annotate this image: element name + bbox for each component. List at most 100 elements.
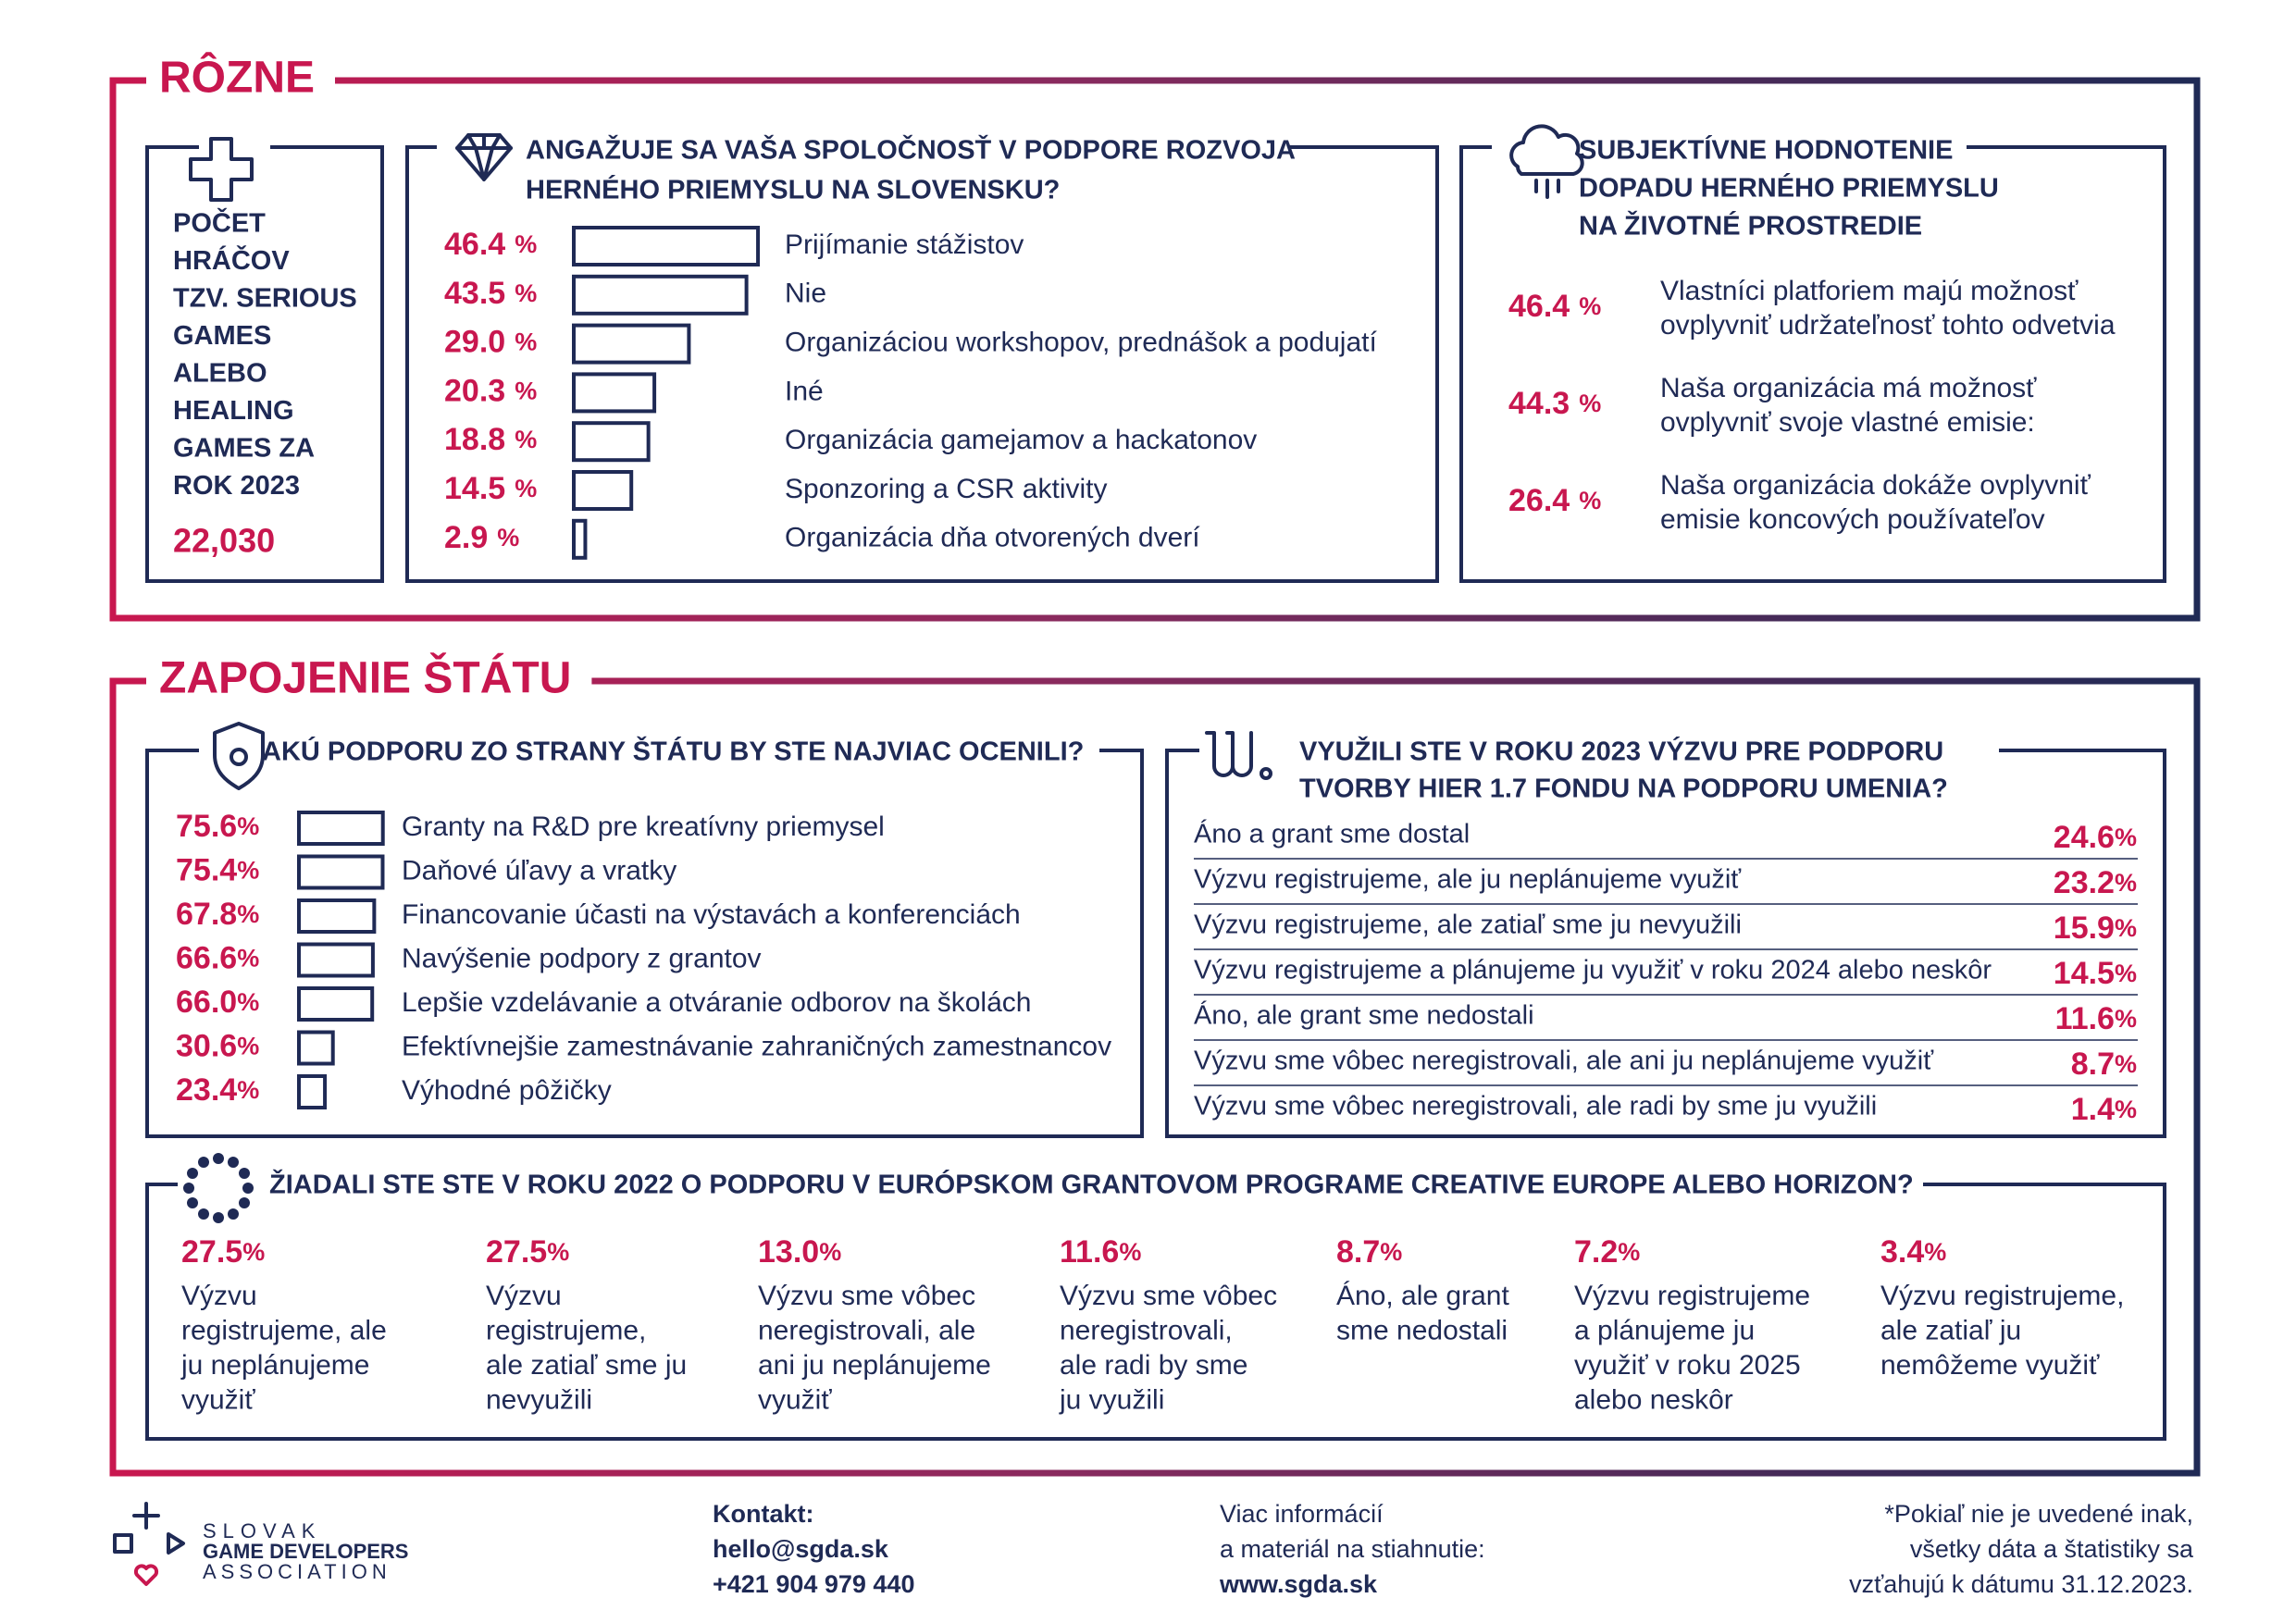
footnote: *Pokiaľ nie je uvedené inak, [1884, 1500, 2193, 1528]
industry-label: Organizácia gamejamov a hackatonov [785, 425, 1257, 455]
preferred-label: Granty na R&D pre kreatívny priemysel [402, 812, 885, 842]
europe-value-unit: % [242, 1238, 265, 1266]
preferred-value-value: 67.8 [176, 897, 237, 932]
europe-value-unit: % [1380, 1238, 1402, 1266]
industry-value: 2.9% [444, 520, 519, 555]
environment-value: 46.4% [1508, 289, 1601, 324]
industry-bar [572, 323, 691, 365]
preferred-value: 66.0% [176, 985, 259, 1020]
footnote: všetky dáta a štatistiky sa [1910, 1535, 2194, 1563]
europe-title: ŽIADALI STE STE V ROKU 2022 O PODPORU V … [269, 1169, 1914, 1200]
preferred-label: Navýšenie podpory z grantov [402, 943, 762, 973]
preferred-value-value: 75.4 [176, 852, 237, 887]
environment-value-value: 44.3 [1508, 386, 1570, 421]
europe-label: využiť v roku 2025 [1574, 1350, 1801, 1381]
preferred-value-unit: % [237, 857, 259, 885]
europe-value-value: 27.5 [486, 1234, 547, 1270]
europe-value-unit: % [547, 1238, 569, 1266]
industry-title: HERNÉHO PRIEMYSLU NA SLOVENSKU? [526, 174, 1060, 205]
contact-email: hello@sgda.sk [713, 1535, 889, 1563]
industry-label: Sponzoring a CSR aktivity [785, 474, 1108, 504]
europe-label: nevyužili [486, 1384, 592, 1415]
industry-value-value: 20.3 [444, 373, 505, 408]
preferred-value-unit: % [237, 945, 259, 973]
players-label: HRÁČOV [173, 244, 290, 276]
europe-label: Výzvu registrujeme [1574, 1281, 1810, 1311]
europe-value-unit: % [1618, 1238, 1640, 1266]
industry-value-value: 43.5 [444, 276, 505, 311]
industry-value-value: 14.5 [444, 471, 505, 506]
industry-box-title-gap [437, 142, 1288, 153]
fund-label: Výzvu sme vôbec neregistrovali, ale radi… [1194, 1092, 1877, 1121]
players-box-title-gap [199, 142, 270, 153]
preferred-bar [297, 898, 377, 934]
industry-label: Organizáciou workshopov, prednášok a pod… [785, 328, 1377, 358]
europe-value-value: 3.4 [1880, 1234, 1924, 1270]
preferred-bar [297, 986, 375, 1022]
fund-value-value: 1.4 [2071, 1092, 2115, 1127]
preferred-value: 75.6% [176, 809, 259, 844]
icons [113, 124, 1584, 1586]
environment-value: 26.4% [1508, 483, 1601, 518]
europe-label: Výzvu registrujeme, [1880, 1281, 2124, 1311]
europe-label: neregistrovali, ale [758, 1315, 975, 1345]
industry-value-value: 29.0 [444, 325, 505, 360]
europe-value-value: 11.6 [1060, 1234, 1119, 1270]
environment-title: DOPADU HERNÉHO PRIEMYSLU [1579, 172, 1999, 204]
industry-value-unit: % [497, 524, 519, 551]
players-label: TZV. SERIOUS [173, 284, 357, 314]
industry-value: 18.8% [444, 422, 537, 457]
environment-value-value: 46.4 [1508, 289, 1570, 324]
europe-label: registrujeme, ale [181, 1315, 387, 1345]
industry-bar [572, 518, 588, 560]
environment-label: emisie koncových používateľov [1660, 504, 2045, 535]
industry-value-unit: % [515, 475, 537, 502]
europe-value-unit: % [1119, 1238, 1141, 1266]
environment-label: Naša organizácia má možnosť [1660, 373, 2037, 403]
contact-label: Kontakt: [713, 1500, 814, 1528]
industry-value-value: 18.8 [444, 422, 505, 457]
misc-frame [109, 77, 2201, 622]
europe-label: využiť [181, 1384, 255, 1415]
section-title: RÔZNE [159, 52, 315, 103]
industry-bar [572, 421, 651, 463]
europe-label: ale radi by sme [1060, 1350, 1247, 1381]
fund-label: Výzvu registrujeme, ale ju neplánujeme v… [1194, 865, 1742, 895]
fund-value: 8.7% [2071, 1047, 2137, 1082]
fund-value-unit: % [2115, 1050, 2137, 1078]
industry-bar [572, 470, 634, 511]
fund-value: 14.5% [2054, 956, 2137, 991]
europe-value-value: 8.7 [1336, 1234, 1380, 1270]
environment-title: NA ŽIVOTNÉ PROSTREDIE [1579, 210, 1922, 242]
section-title: ZAPOJENIE ŠTÁTU [159, 652, 571, 703]
fund-label: Výzvu sme vôbec neregistrovali, ale ani … [1194, 1047, 1934, 1076]
fund-value: 1.4% [2071, 1092, 2137, 1127]
preferred-bar [297, 811, 385, 846]
industry-bar [572, 372, 657, 414]
preferred-value: 30.6% [176, 1028, 259, 1063]
industry-value-unit: % [515, 230, 537, 258]
players-label: HEALING [173, 396, 294, 426]
europe-label: ale zatiaľ sme ju [486, 1350, 687, 1381]
europe-value-value: 13.0 [758, 1234, 819, 1270]
fund-label: Výzvu registrujeme, ale zatiaľ sme ju ne… [1194, 911, 1742, 940]
environment-value-unit: % [1579, 390, 1601, 417]
industry-value-value: 46.4 [444, 227, 505, 262]
europe-value: 11.6% [1060, 1234, 1141, 1270]
fund-value: 11.6% [2055, 1001, 2137, 1036]
preferred-value: 23.4% [176, 1072, 259, 1108]
state-frame [109, 677, 2201, 1477]
fund-value-value: 15.9 [2054, 911, 2115, 946]
preferred-value-value: 30.6 [176, 1028, 237, 1063]
preferred-label: Financovanie účasti na výstavách a konfe… [402, 899, 1021, 930]
europe-value: 13.0% [758, 1234, 841, 1270]
europe-label: Výzvu sme vôbec [758, 1281, 975, 1311]
industry-bar [572, 274, 749, 316]
europe-label: ju neplánujeme [180, 1350, 369, 1381]
europe-label: Áno, ale grant [1336, 1281, 1509, 1311]
preferred-box-title-gap [199, 745, 1099, 756]
industry-value-value: 2.9 [444, 520, 488, 555]
footnote: vzťahujú k dátumu 31.12.2023. [1849, 1570, 2193, 1598]
industry-label: Iné [785, 376, 824, 406]
